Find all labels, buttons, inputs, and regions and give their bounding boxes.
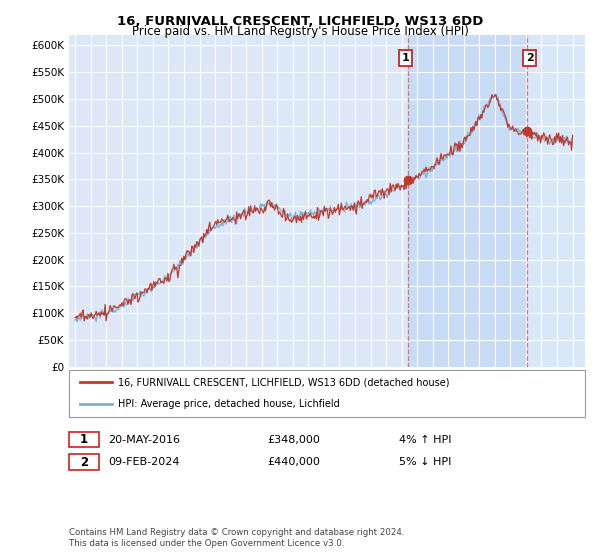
Text: 16, FURNIVALL CRESCENT, LICHFIELD, WS13 6DD (detached house): 16, FURNIVALL CRESCENT, LICHFIELD, WS13 … — [118, 377, 450, 388]
Text: 5% ↓ HPI: 5% ↓ HPI — [399, 457, 451, 467]
Text: 4% ↑ HPI: 4% ↑ HPI — [399, 435, 452, 445]
Text: 09-FEB-2024: 09-FEB-2024 — [108, 457, 179, 467]
Text: 2: 2 — [526, 53, 534, 63]
Bar — [407, 35, 527, 367]
Text: 1: 1 — [80, 433, 88, 446]
Text: £348,000: £348,000 — [267, 435, 320, 445]
Bar — [527, 35, 585, 367]
Text: £440,000: £440,000 — [267, 457, 320, 467]
Text: Price paid vs. HM Land Registry's House Price Index (HPI): Price paid vs. HM Land Registry's House … — [131, 25, 469, 38]
Text: 20-MAY-2016: 20-MAY-2016 — [108, 435, 180, 445]
Text: 2: 2 — [80, 455, 88, 469]
Text: HPI: Average price, detached house, Lichfield: HPI: Average price, detached house, Lich… — [118, 399, 340, 409]
Text: 1: 1 — [401, 53, 409, 63]
Text: Contains HM Land Registry data © Crown copyright and database right 2024.
This d: Contains HM Land Registry data © Crown c… — [69, 528, 404, 548]
Text: 16, FURNIVALL CRESCENT, LICHFIELD, WS13 6DD: 16, FURNIVALL CRESCENT, LICHFIELD, WS13 … — [117, 15, 483, 27]
